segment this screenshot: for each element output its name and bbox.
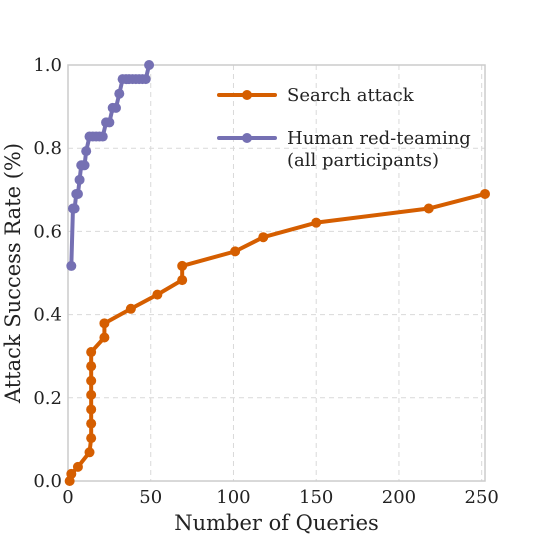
- x-tick-label: 150: [299, 487, 333, 508]
- data-point: [66, 260, 77, 271]
- data-point: [99, 332, 110, 343]
- ticks-layer: 0 50 100 150 200 250 0.0 0.2 0.4 0.6 0.8 1.0: [33, 55, 499, 508]
- data-point: [258, 232, 269, 243]
- data-point: [110, 102, 121, 113]
- data-point: [230, 246, 241, 257]
- data-point: [86, 418, 97, 429]
- data-point: [86, 361, 97, 372]
- data-point: [74, 174, 85, 185]
- x-tick-label: 100: [216, 487, 250, 508]
- data-point: [177, 275, 188, 286]
- legend: Search attack Human red-teaming (all parti…: [217, 85, 471, 171]
- x-axis-title: Number of Queries: [174, 511, 379, 535]
- data-point: [125, 303, 136, 314]
- data-point: [99, 318, 110, 329]
- data-point: [86, 375, 97, 386]
- data-point: [72, 188, 83, 199]
- data-point: [79, 160, 90, 171]
- data-point: [86, 389, 97, 400]
- data-point: [311, 217, 322, 228]
- legend-swatch-marker: [242, 90, 252, 100]
- data-point: [423, 203, 434, 214]
- data-point: [152, 289, 163, 300]
- legend-swatch-marker: [242, 133, 252, 143]
- data-point: [66, 468, 77, 479]
- data-point: [72, 461, 83, 472]
- x-tick-label: 0: [62, 487, 73, 508]
- legend-item: Human red-teaming (all participants): [217, 128, 471, 171]
- legend-label: Search attack: [287, 85, 415, 106]
- data-point: [84, 447, 95, 458]
- y-tick-label: 0.2: [33, 388, 62, 409]
- data-point: [86, 404, 97, 415]
- y-axis-title: Attack Success Rate (%): [1, 143, 25, 404]
- legend-item: Search attack: [217, 85, 415, 106]
- y-tick-label: 1.0: [33, 55, 62, 76]
- data-point: [177, 260, 188, 271]
- y-tick-label: 0.6: [33, 221, 62, 242]
- data-point: [114, 88, 125, 99]
- y-tick-label: 0.8: [33, 138, 62, 159]
- data-point: [144, 60, 155, 70]
- data-point: [86, 433, 97, 444]
- data-point: [97, 131, 108, 142]
- series-line: [67, 191, 487, 483]
- data-point: [86, 347, 97, 358]
- data-point: [480, 188, 490, 199]
- plot-frame: [67, 64, 486, 482]
- series-layer: [64, 60, 490, 486]
- data-point: [104, 117, 115, 128]
- series-0: [64, 188, 490, 486]
- y-tick-label: 0.4: [33, 305, 62, 326]
- x-tick-label: 200: [382, 487, 416, 508]
- series-1: [66, 60, 155, 271]
- y-tick-label: 0.0: [33, 471, 62, 492]
- data-point: [140, 74, 151, 85]
- data-point: [81, 146, 92, 157]
- x-tick-label: 50: [139, 487, 162, 508]
- data-point: [69, 203, 80, 214]
- legend-label: Human red-teaming (all participants): [287, 128, 471, 171]
- x-tick-label: 250: [465, 487, 499, 508]
